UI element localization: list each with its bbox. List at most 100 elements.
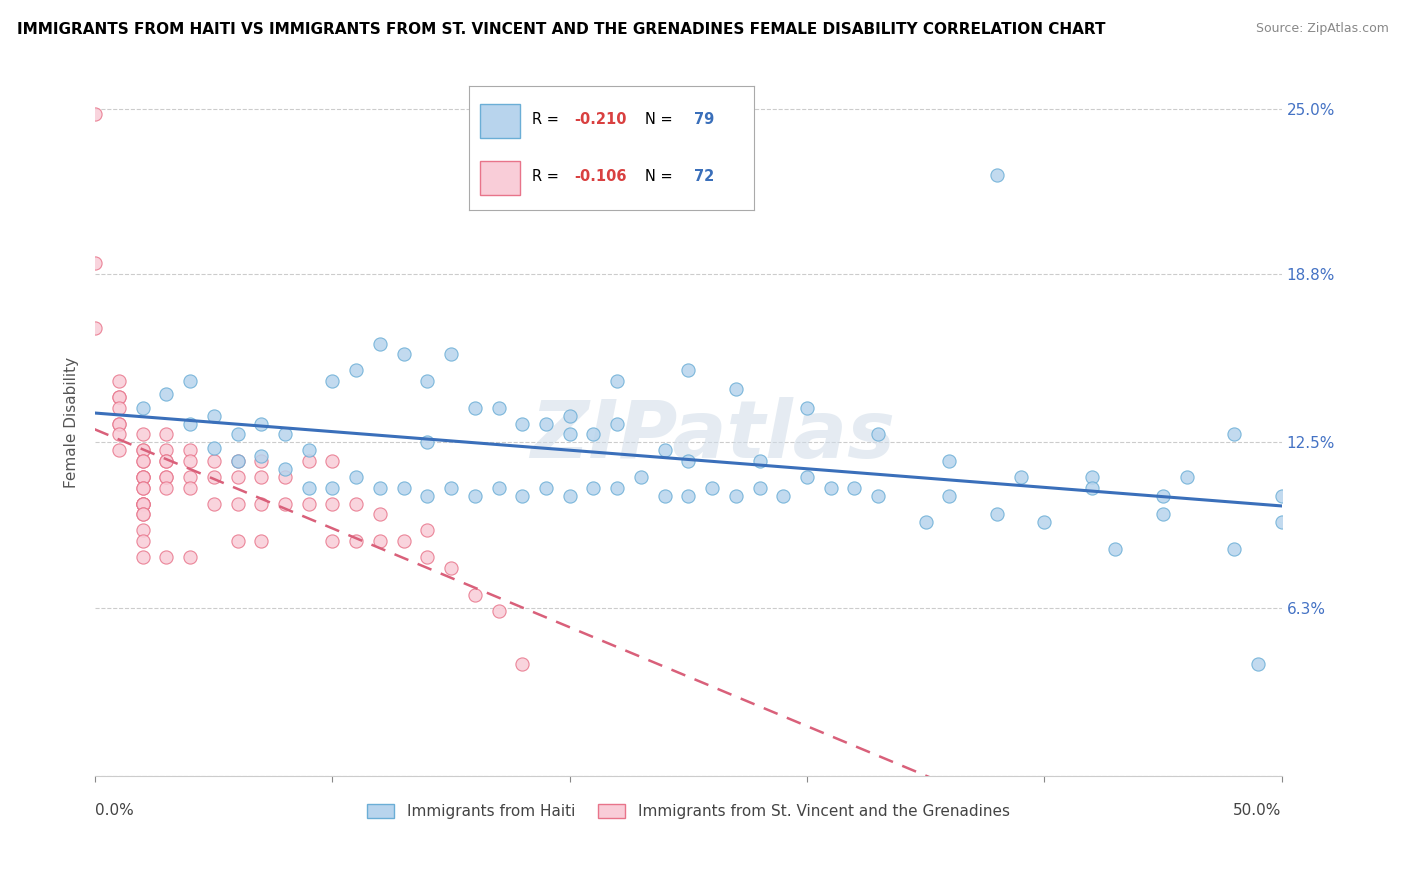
Point [488,401,510,415]
Point [1223,427,1246,442]
Point [344,497,367,511]
Point [179,374,201,388]
Point [202,470,225,484]
Point [131,508,153,522]
Point [321,481,343,495]
Point [606,481,628,495]
Point [321,534,343,549]
Point [226,454,249,468]
Point [654,443,676,458]
Point [250,470,273,484]
Point [226,427,249,442]
Point [155,427,177,442]
Point [226,497,249,511]
Point [250,534,273,549]
Point [344,470,367,484]
Point [131,470,153,484]
Legend: Immigrants from Haiti, Immigrants from St. Vincent and the Grenadines: Immigrants from Haiti, Immigrants from S… [361,797,1015,825]
Point [796,401,818,415]
Point [986,169,1008,183]
Text: 0.0%: 0.0% [96,803,134,818]
Point [344,363,367,377]
Point [914,516,936,530]
Point [416,374,439,388]
Point [416,489,439,503]
Point [1104,542,1126,557]
Point [534,417,557,431]
Point [392,481,415,495]
Point [678,363,700,377]
Point [464,489,486,503]
Point [868,489,890,503]
Point [724,382,747,396]
Point [678,454,700,468]
Point [108,374,131,388]
Point [1080,470,1102,484]
Point [250,454,273,468]
Point [298,481,321,495]
Point [108,427,131,442]
Text: Source: ZipAtlas.com: Source: ZipAtlas.com [1256,22,1389,36]
Point [298,443,321,458]
Point [558,489,581,503]
Point [84,107,107,121]
Point [131,470,153,484]
Point [558,409,581,423]
Point [84,256,107,270]
Point [108,417,131,431]
Point [131,508,153,522]
Point [748,454,770,468]
Point [321,454,343,468]
Point [108,390,131,404]
Point [606,374,628,388]
Point [155,387,177,401]
Point [772,489,794,503]
Point [179,550,201,565]
Point [155,454,177,468]
Point [368,481,391,495]
Point [108,443,131,458]
Point [274,427,297,442]
Point [368,534,391,549]
Point [416,550,439,565]
Point [226,454,249,468]
Point [131,427,153,442]
Point [202,454,225,468]
Point [179,454,201,468]
Point [510,417,533,431]
Point [202,409,225,423]
Point [440,347,463,361]
Point [131,454,153,468]
Point [131,497,153,511]
Point [131,470,153,484]
Point [155,470,177,484]
Point [796,470,818,484]
Point [416,524,439,538]
Point [582,481,605,495]
Point [654,489,676,503]
Point [1270,489,1292,503]
Point [488,604,510,618]
Point [986,508,1008,522]
Point [534,481,557,495]
Y-axis label: Female Disability: Female Disability [65,357,79,488]
Point [678,489,700,503]
Text: IMMIGRANTS FROM HAITI VS IMMIGRANTS FROM ST. VINCENT AND THE GRENADINES FEMALE D: IMMIGRANTS FROM HAITI VS IMMIGRANTS FROM… [17,22,1105,37]
Point [108,417,131,431]
Point [606,417,628,431]
Point [155,454,177,468]
Point [131,443,153,458]
Point [131,481,153,495]
Point [250,449,273,463]
Point [1152,489,1174,503]
Point [1247,657,1270,671]
Point [108,390,131,404]
Point [84,320,107,334]
Point [1010,470,1032,484]
Point [108,401,131,415]
Point [298,454,321,468]
Point [440,481,463,495]
Point [724,489,747,503]
Point [131,524,153,538]
Point [510,657,533,671]
